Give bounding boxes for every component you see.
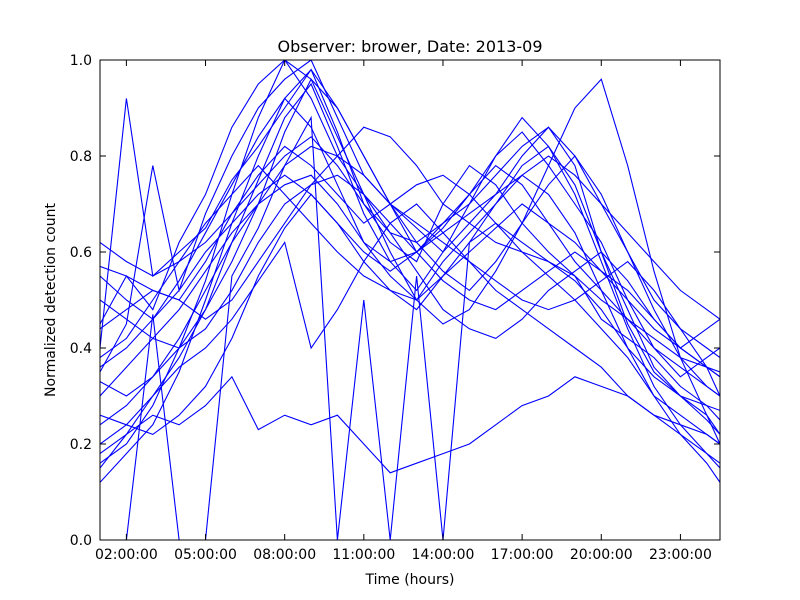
series-line-3 xyxy=(100,60,720,435)
series-line-19 xyxy=(100,145,720,426)
series-line-6 xyxy=(100,145,720,397)
x-axis: 02:00:00 05:00:00 08:00:00 11:00:00 14:00:00… xyxy=(95,60,712,563)
series-line-7 xyxy=(100,115,720,540)
series-line-15 xyxy=(100,78,720,397)
x-axis-label: Time (hours) xyxy=(365,572,455,588)
chart-title: Observer: brower, Date: 2013-09 xyxy=(277,37,542,56)
plot-frame xyxy=(99,59,721,541)
series-line-2 xyxy=(100,68,720,421)
series-lines xyxy=(100,60,720,540)
x-tick-label: 20:00:00 xyxy=(570,547,633,563)
y-tick-label: 0.2 xyxy=(70,437,92,453)
y-tick-label: 0.4 xyxy=(70,341,92,357)
y-axis: 0.0 0.2 0.4 0.6 0.8 1.0 xyxy=(70,53,720,549)
series-line-17 xyxy=(100,164,720,378)
x-tick-label: 05:00:00 xyxy=(174,547,237,563)
x-tick-label: 17:00:00 xyxy=(491,547,554,563)
series-line-12 xyxy=(100,126,720,411)
x-tick-label: 14:00:00 xyxy=(412,547,475,563)
series-line-20 xyxy=(100,68,720,378)
plot-area xyxy=(99,59,721,541)
series-line-4 xyxy=(100,82,720,469)
y-tick-label: 0.8 xyxy=(70,149,92,165)
y-tick-label: 0.0 xyxy=(70,533,92,549)
x-tick-label: 23:00:00 xyxy=(649,547,712,563)
series-line-10 xyxy=(100,174,720,349)
x-tick-label: 08:00:00 xyxy=(253,547,316,563)
x-tick-label: 02:00:00 xyxy=(95,547,158,563)
series-line-14 xyxy=(100,375,720,474)
y-tick-label: 0.6 xyxy=(70,245,92,261)
x-tick-label: 11:00:00 xyxy=(332,547,395,563)
y-tick-label: 1.0 xyxy=(70,53,92,69)
y-axis-label: Normalized detection count xyxy=(43,203,59,397)
series-line-8 xyxy=(100,193,720,445)
